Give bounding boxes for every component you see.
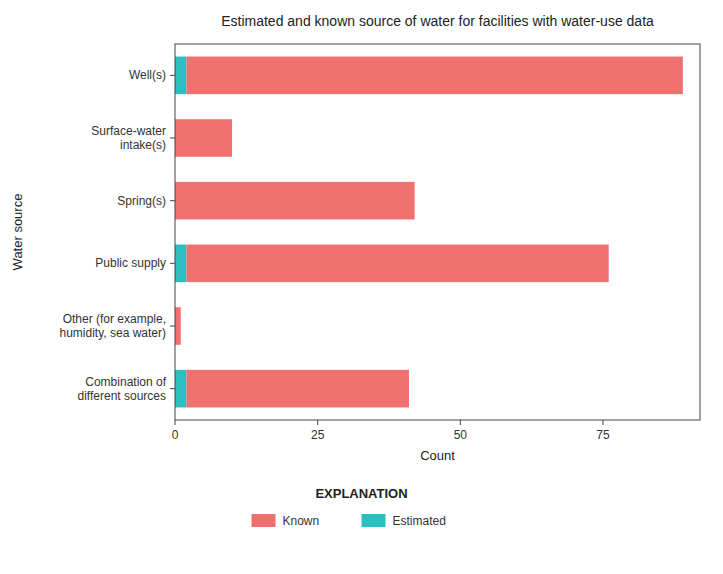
category-label: Surface-waterintake(s): [91, 124, 166, 152]
x-tick-label: 50: [454, 428, 468, 442]
chart: Estimated and known source of water for …: [0, 0, 723, 574]
legend: Known Estimated: [252, 514, 446, 528]
x-axis-label: Count: [420, 448, 455, 463]
category-label: Spring(s): [117, 194, 166, 208]
bars: [175, 57, 683, 408]
x-tick: [460, 420, 461, 425]
y-tick: [170, 200, 175, 201]
y-tick: [170, 138, 175, 139]
bar: [186, 57, 682, 95]
bar: [175, 307, 181, 345]
y-tick: [170, 388, 175, 389]
legend-swatch: [252, 514, 276, 527]
bar: [175, 57, 186, 95]
category-label-line: Surface-water: [91, 124, 166, 138]
category-label-line: Other (for example,: [63, 312, 166, 326]
category-label-line: humidity, sea water): [60, 326, 166, 340]
plot-frame: [175, 44, 700, 420]
legend-label: Known: [283, 514, 320, 528]
category-label-line: different sources: [78, 389, 167, 403]
category-label: Other (for example,humidity, sea water): [60, 312, 166, 340]
category-label-line: Public supply: [95, 256, 166, 270]
category-label: Well(s): [129, 68, 166, 82]
x-tick-label: 25: [311, 428, 325, 442]
bar: [175, 370, 186, 408]
y-tick: [170, 263, 175, 264]
legend-title: EXPLANATION: [315, 486, 407, 501]
bar: [175, 119, 232, 157]
category-label: Combination ofdifferent sources: [78, 375, 167, 403]
bar: [175, 182, 415, 220]
x-tick-label: 0: [172, 428, 179, 442]
category-label-line: Well(s): [129, 68, 166, 82]
legend-label: Estimated: [393, 514, 446, 528]
bar: [175, 245, 186, 283]
category-label-line: intake(s): [120, 138, 166, 152]
category-label-line: Spring(s): [117, 194, 166, 208]
title: Estimated and known source of water for …: [221, 13, 654, 29]
legend-swatch: [362, 514, 386, 527]
y-tick: [170, 75, 175, 76]
category-label: Public supply: [95, 256, 166, 270]
y-axis-label: Water source: [10, 194, 25, 271]
x-tick: [602, 420, 603, 425]
x-tick-label: 75: [596, 428, 610, 442]
y-tick: [170, 326, 175, 327]
category-label-line: Combination of: [85, 375, 166, 389]
bar: [186, 370, 409, 408]
x-tick: [317, 420, 318, 425]
x-tick: [175, 420, 176, 425]
bar: [186, 245, 608, 283]
